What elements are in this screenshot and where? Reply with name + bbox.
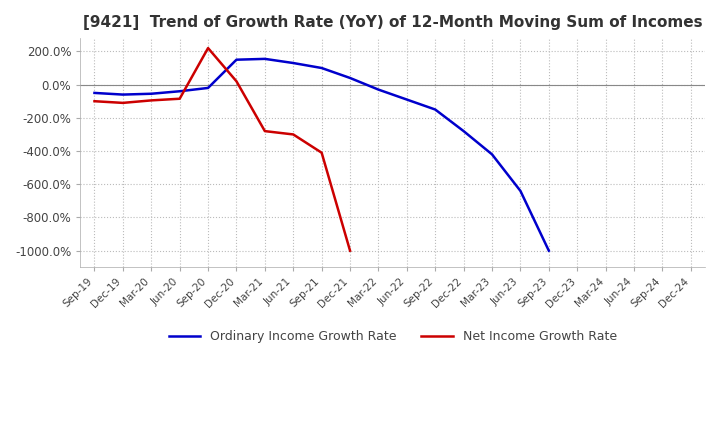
Ordinary Income Growth Rate	[544, 248, 553, 253]
Ordinary Income Growth Rate	[402, 97, 411, 102]
Line: Net Income Growth Rate: Net Income Growth Rate	[94, 48, 350, 251]
Net Income Growth Rate	[119, 100, 127, 106]
Ordinary Income Growth Rate	[261, 56, 269, 62]
Ordinary Income Growth Rate	[318, 66, 326, 71]
Net Income Growth Rate	[147, 98, 156, 103]
Net Income Growth Rate	[261, 128, 269, 134]
Line: Ordinary Income Growth Rate: Ordinary Income Growth Rate	[94, 59, 549, 251]
Net Income Growth Rate	[346, 248, 354, 253]
Ordinary Income Growth Rate	[176, 88, 184, 94]
Legend: Ordinary Income Growth Rate, Net Income Growth Rate: Ordinary Income Growth Rate, Net Income …	[163, 325, 621, 348]
Net Income Growth Rate	[204, 45, 212, 51]
Net Income Growth Rate	[318, 150, 326, 155]
Net Income Growth Rate	[176, 96, 184, 101]
Ordinary Income Growth Rate	[346, 75, 354, 81]
Ordinary Income Growth Rate	[119, 92, 127, 97]
Net Income Growth Rate	[289, 132, 297, 137]
Ordinary Income Growth Rate	[204, 85, 212, 91]
Net Income Growth Rate	[232, 79, 240, 84]
Ordinary Income Growth Rate	[459, 128, 468, 134]
Ordinary Income Growth Rate	[487, 152, 496, 157]
Ordinary Income Growth Rate	[374, 87, 383, 92]
Ordinary Income Growth Rate	[147, 91, 156, 96]
Title: [9421]  Trend of Growth Rate (YoY) of 12-Month Moving Sum of Incomes: [9421] Trend of Growth Rate (YoY) of 12-…	[83, 15, 703, 30]
Ordinary Income Growth Rate	[431, 107, 439, 112]
Ordinary Income Growth Rate	[232, 57, 240, 62]
Ordinary Income Growth Rate	[90, 90, 99, 95]
Net Income Growth Rate	[90, 99, 99, 104]
Ordinary Income Growth Rate	[289, 60, 297, 66]
Ordinary Income Growth Rate	[516, 188, 525, 194]
